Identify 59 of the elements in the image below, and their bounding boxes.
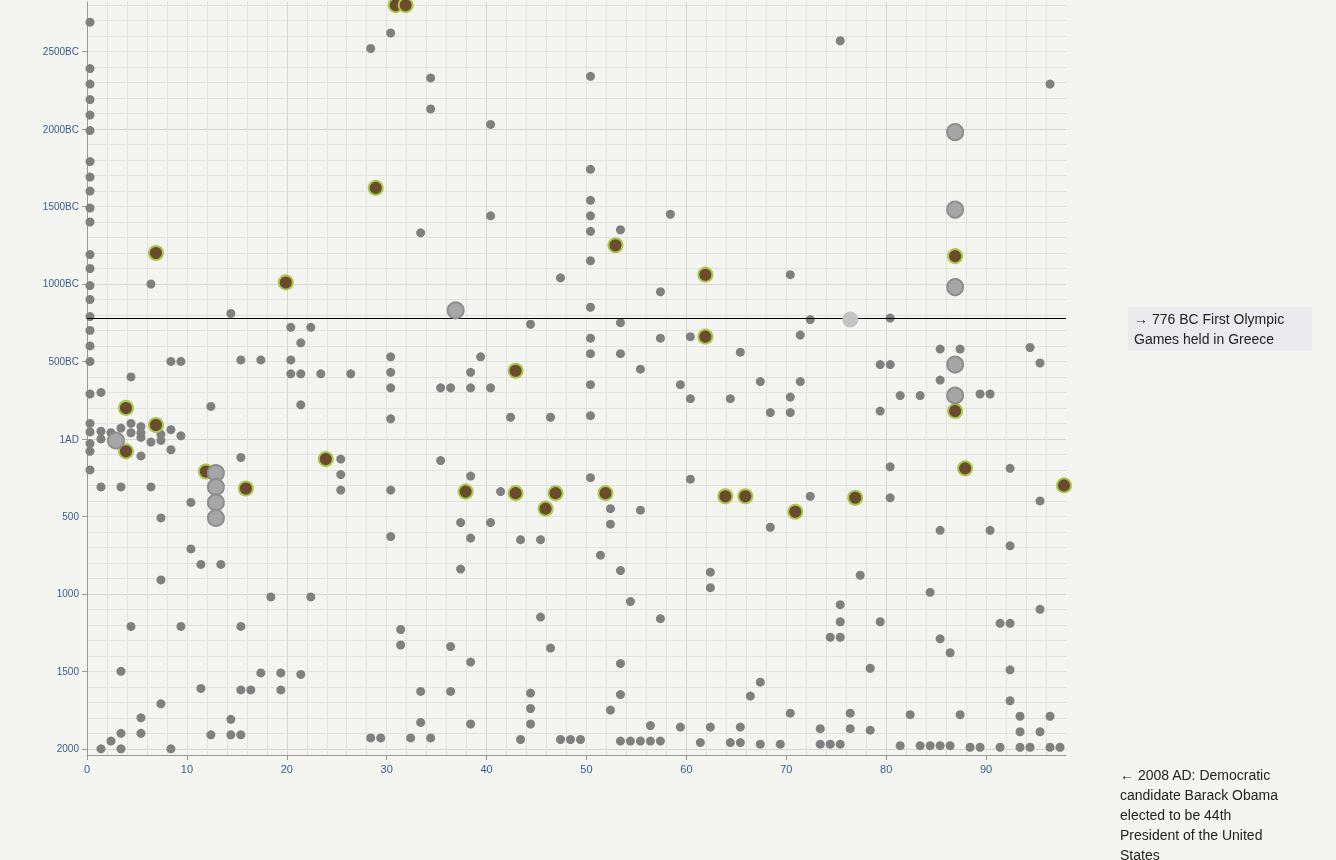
- point: [317, 451, 334, 468]
- point: [787, 503, 804, 520]
- point: [446, 301, 465, 320]
- point: [397, 0, 414, 14]
- y-tick-label: 1500BC: [42, 201, 79, 213]
- text: ← 2008 AD: Democratic candidate Barack Obama elected to be 44th President of the United States: [1120, 767, 1282, 860]
- x-tick-label: 20: [280, 762, 293, 775]
- point: [537, 500, 554, 517]
- x-tick-label: 80: [880, 762, 893, 775]
- point: [117, 399, 134, 416]
- x-tick-label: 10: [180, 762, 194, 775]
- x-tick-label: 90: [979, 762, 993, 775]
- point: [547, 485, 564, 502]
- point: [946, 386, 965, 405]
- point: [206, 493, 225, 512]
- point: [957, 460, 974, 477]
- point: [947, 248, 964, 265]
- point: [842, 311, 859, 328]
- y-tick-label: 1000BC: [42, 278, 79, 290]
- y-tick-label: 2000: [56, 743, 80, 755]
- point: [697, 328, 714, 345]
- point: [237, 480, 254, 497]
- y-tick-label: 2000BC: [42, 123, 79, 135]
- ref-line-label: → 776 BC First Olympic Games held in Greece: [1134, 310, 1289, 347]
- point: [106, 431, 125, 450]
- point: [206, 477, 225, 496]
- y-tick-label: 1000: [56, 588, 80, 600]
- point: [737, 488, 754, 505]
- point: [457, 483, 474, 500]
- point: [717, 488, 734, 505]
- point: [946, 355, 965, 374]
- point: [206, 508, 225, 527]
- point: [607, 237, 624, 254]
- point: [507, 362, 524, 379]
- x-tick-label: 0: [83, 762, 91, 775]
- point: [117, 443, 134, 460]
- y-tick-label: 500: [62, 510, 80, 522]
- point: [147, 416, 164, 433]
- y-tick-label: 1500: [56, 665, 80, 677]
- x-tick-label: 40: [480, 762, 493, 775]
- point: [277, 274, 294, 291]
- point: [946, 200, 965, 219]
- point: [946, 278, 965, 297]
- point: [597, 485, 614, 502]
- x-tick-label: 70: [780, 762, 793, 775]
- point: [147, 245, 164, 261]
- x-tick-label: 60: [680, 762, 693, 775]
- point: [947, 403, 964, 420]
- point: [507, 485, 524, 502]
- point: [847, 489, 864, 506]
- y-tick-label: 2500BC: [42, 46, 79, 58]
- point: [697, 266, 714, 283]
- x-tick-label: 50: [580, 762, 593, 775]
- point: [1056, 477, 1072, 494]
- y-tick-label: 500BC: [48, 355, 79, 367]
- point: [367, 179, 384, 196]
- y-tick-label: 1AD: [59, 433, 79, 445]
- x-tick-label: 30: [380, 762, 393, 775]
- point: [946, 123, 965, 142]
